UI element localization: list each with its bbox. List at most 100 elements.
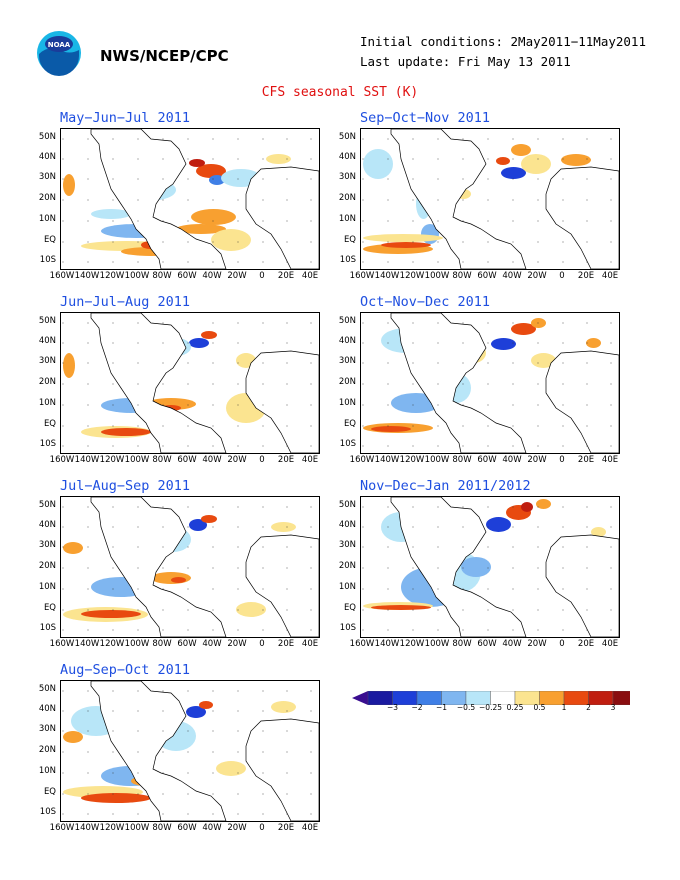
longitude-label: 120W xyxy=(99,639,125,649)
sst-anomaly xyxy=(216,761,246,776)
longitude-label: 20E xyxy=(277,823,295,833)
longitude-label: 40E xyxy=(301,639,319,649)
longitude-label: 40W xyxy=(502,455,522,465)
coastline xyxy=(90,313,227,453)
longitude-label: 140W xyxy=(374,455,400,465)
sst-anomaly xyxy=(191,209,236,225)
last-update: Last update: Fri May 13 2011 xyxy=(360,54,571,69)
longitude-label: 140W xyxy=(374,639,400,649)
longitude-label: 40W xyxy=(202,639,222,649)
sst-map xyxy=(60,680,320,822)
longitude-label: 20E xyxy=(277,271,295,281)
latitude-label: 20N xyxy=(38,193,56,203)
colorbar-tick-label: 1 xyxy=(561,703,567,712)
longitude-label: 100W xyxy=(124,639,150,649)
panel-title: Aug−Sep−Oct 2011 xyxy=(60,662,191,678)
latitude-label: 40N xyxy=(338,336,356,346)
sst-anomaly xyxy=(561,154,591,166)
longitude-label: 60W xyxy=(177,271,197,281)
sst-anomaly xyxy=(266,154,291,164)
latitude-label: 10S xyxy=(339,255,356,265)
longitude-label: 80W xyxy=(452,271,472,281)
coastline xyxy=(245,718,319,821)
longitude-label: 20W xyxy=(227,455,247,465)
colorbar-tick-label: 0.25 xyxy=(506,703,524,712)
sst-anomaly xyxy=(189,519,207,531)
longitude-label: 40W xyxy=(202,823,222,833)
latitude-label: EQ xyxy=(43,419,56,429)
latitude-label: 20N xyxy=(38,377,56,387)
longitude-label: 80W xyxy=(152,639,172,649)
longitude-label: 0 xyxy=(259,823,265,833)
longitude-label: 40W xyxy=(202,271,222,281)
sst-anomaly xyxy=(511,144,531,156)
colorbar-tick-label: −0.5 xyxy=(456,703,476,712)
sst-anomaly xyxy=(91,209,131,219)
latitude-label: 10N xyxy=(38,398,56,408)
longitude-label: 20E xyxy=(277,455,295,465)
longitude-label: 160W xyxy=(49,455,75,465)
latitude-label: 50N xyxy=(338,316,356,326)
longitude-label: 140W xyxy=(74,639,100,649)
longitude-label: 160W xyxy=(49,271,75,281)
longitude-label: 60W xyxy=(177,455,197,465)
sst-anomaly xyxy=(371,605,431,610)
colorbar-swatch xyxy=(588,690,614,706)
sst-anomaly xyxy=(211,229,251,251)
longitude-label: 100W xyxy=(124,271,150,281)
coastline xyxy=(390,313,527,453)
colorbar-tick-label: −1 xyxy=(435,703,448,712)
panel-title: Oct−Nov−Dec 2011 xyxy=(360,294,491,310)
longitude-label: 20E xyxy=(577,639,595,649)
longitude-label: 40W xyxy=(502,639,522,649)
longitude-label: 40W xyxy=(202,455,222,465)
coastline xyxy=(245,534,319,637)
latitude-label: 40N xyxy=(38,152,56,162)
latitude-label: 10N xyxy=(38,766,56,776)
coastline xyxy=(90,681,227,821)
latitude-label: 20N xyxy=(338,561,356,571)
sst-anomaly xyxy=(199,701,213,709)
longitude-label: 100W xyxy=(424,455,450,465)
sst-field xyxy=(62,681,319,821)
longitude-label: 20W xyxy=(227,271,247,281)
longitude-label: 20W xyxy=(527,455,547,465)
latitude-label: 30N xyxy=(38,724,56,734)
initial-conditions: Initial conditions: 2May2011−11May2011 xyxy=(360,34,646,49)
sst-anomaly xyxy=(491,338,516,350)
panel-title: May−Jun−Jul 2011 xyxy=(60,110,191,126)
sst-anomaly xyxy=(511,323,536,335)
longitude-label: 120W xyxy=(99,455,125,465)
sst-map xyxy=(60,128,320,270)
sst-anomaly xyxy=(63,174,75,196)
longitude-label: 80W xyxy=(452,639,472,649)
sst-map xyxy=(360,128,620,270)
sst-anomaly xyxy=(461,557,491,577)
longitude-label: 60W xyxy=(477,271,497,281)
latitude-label: 40N xyxy=(338,520,356,530)
longitude-label: 0 xyxy=(559,271,565,281)
coastline xyxy=(545,350,619,453)
longitude-label: 100W xyxy=(424,271,450,281)
sst-anomaly xyxy=(501,167,526,179)
panel-title: Nov−Dec−Jan 2011/2012 xyxy=(360,478,531,494)
longitude-label: 120W xyxy=(399,271,425,281)
coastline xyxy=(390,497,527,637)
sst-map xyxy=(360,312,620,454)
longitude-label: 20E xyxy=(277,639,295,649)
latitude-label: 10N xyxy=(38,214,56,224)
longitude-label: 0 xyxy=(559,455,565,465)
latitude-label: EQ xyxy=(343,603,356,613)
colorbar-tick-label: 3 xyxy=(610,703,616,712)
latitude-label: EQ xyxy=(43,787,56,797)
coastline xyxy=(545,166,619,269)
colorbar-swatch xyxy=(563,690,589,706)
latitude-label: 50N xyxy=(38,684,56,694)
longitude-label: 100W xyxy=(424,639,450,649)
longitude-label: 0 xyxy=(259,639,265,649)
coastline xyxy=(245,350,319,453)
latitude-label: 30N xyxy=(38,172,56,182)
latitude-label: 50N xyxy=(38,132,56,142)
coastline xyxy=(90,129,227,269)
panel-title: Jun−Jul−Aug 2011 xyxy=(60,294,191,310)
